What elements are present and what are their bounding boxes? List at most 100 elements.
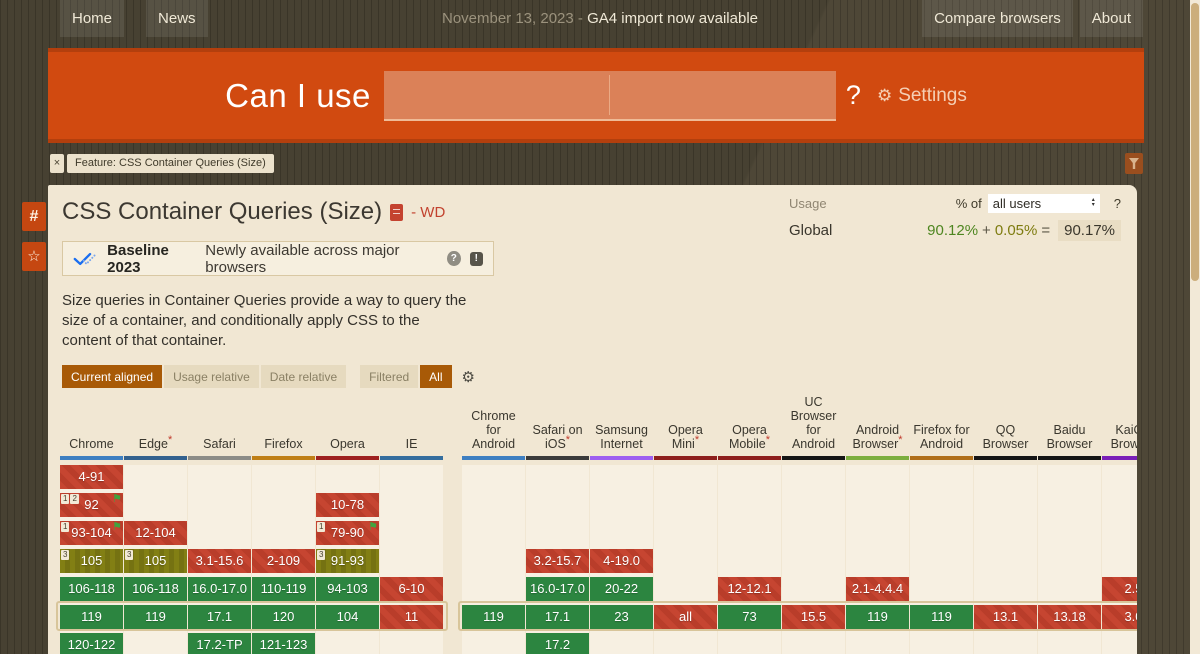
search-input-primary[interactable] xyxy=(383,70,609,119)
support-cell[interactable]: 120-122 xyxy=(60,633,123,654)
empty-cell xyxy=(718,465,781,489)
support-cell[interactable]: 121-123 xyxy=(252,633,315,654)
feature-filter-tag[interactable]: Feature: CSS Container Queries (Size) xyxy=(67,154,274,173)
support-cell[interactable]: 105 3 xyxy=(60,549,123,573)
site-logo[interactable]: Can I use xyxy=(225,76,371,114)
empty-cell xyxy=(782,549,845,573)
support-cell[interactable]: 119 xyxy=(462,605,525,629)
remove-filter-button[interactable]: × xyxy=(50,154,64,173)
support-cell[interactable]: 105 3 xyxy=(124,549,187,573)
support-cell[interactable]: 17.1 xyxy=(526,605,589,629)
empty-cell xyxy=(846,549,909,573)
support-cell[interactable]: 17.2 xyxy=(526,633,589,654)
nav-news-link[interactable]: News xyxy=(146,0,208,37)
table-settings-gear-icon[interactable]: ⚙ xyxy=(461,368,475,386)
baseline-help-icon[interactable]: ? xyxy=(447,251,461,266)
permalink-button[interactable]: # xyxy=(22,202,46,231)
browser-column-header[interactable]: Opera Mobile* xyxy=(728,423,771,451)
support-cell[interactable]: 12-104 xyxy=(124,521,187,545)
empty-cell xyxy=(462,465,525,489)
browser-column-header[interactable]: KaiOS Browser xyxy=(1110,423,1137,451)
browser-column-header[interactable]: Opera Mini* xyxy=(668,423,703,451)
nav-about-link[interactable]: About xyxy=(1079,0,1143,37)
support-cell[interactable]: 93-104 1 ⚑ xyxy=(60,521,123,545)
support-cell[interactable]: 106-118 xyxy=(60,577,123,601)
support-cell[interactable]: 119 xyxy=(846,605,909,629)
filter-toggle-button[interactable] xyxy=(1125,153,1143,174)
support-cell[interactable]: 12-12.1 xyxy=(718,577,781,601)
support-cell[interactable]: 6-10 xyxy=(380,577,443,601)
browser-column-header[interactable]: Samsung Internet xyxy=(595,423,648,451)
support-cell[interactable]: 15.5 xyxy=(782,605,845,629)
search-input-secondary[interactable] xyxy=(609,70,835,119)
empty-cell xyxy=(1038,521,1101,545)
view-usage-relative-button[interactable]: Usage relative xyxy=(164,365,259,388)
usage-equals: = xyxy=(1041,222,1051,239)
usage-help-icon[interactable]: ? xyxy=(1113,195,1121,211)
support-cell[interactable]: 110-119 xyxy=(252,577,315,601)
browser-column-header[interactable]: Edge* xyxy=(138,433,173,451)
favorite-button[interactable]: ☆ xyxy=(22,242,46,271)
settings-button[interactable]: ⚙ Settings xyxy=(877,85,967,107)
support-cell[interactable]: 11 xyxy=(380,605,443,629)
browsers-all-button[interactable]: All xyxy=(420,365,452,388)
empty-cell xyxy=(252,521,315,545)
nav-home-link[interactable]: Home xyxy=(60,0,125,37)
support-cell[interactable]: 4-19.0 xyxy=(590,549,653,573)
browsers-filtered-button[interactable]: Filtered xyxy=(360,365,419,388)
support-cell[interactable]: 4-91 xyxy=(60,465,123,489)
support-cell[interactable]: 13.1 xyxy=(974,605,1037,629)
support-cell[interactable]: 3.1-15.6 xyxy=(188,549,251,573)
browser-column: Android Browser* 2.1-4.4.4 119 xyxy=(846,400,909,654)
support-cell[interactable]: 2.5 xyxy=(1102,577,1137,601)
support-cell[interactable]: 119 xyxy=(60,605,123,629)
support-cell[interactable]: 17.2-TP xyxy=(188,633,251,654)
support-cell[interactable]: 120 xyxy=(252,605,315,629)
scrollbar-thumb[interactable] xyxy=(1191,3,1199,281)
spec-document-icon[interactable] xyxy=(390,203,404,221)
banner-link[interactable]: GA4 import now available xyxy=(587,10,758,27)
browser-column-header[interactable]: Safari xyxy=(203,437,236,451)
support-cell[interactable]: 106-118 xyxy=(124,577,187,601)
support-cell[interactable]: 91-93 3 xyxy=(316,549,379,573)
browser-column-header[interactable]: Baidu Browser xyxy=(1046,423,1093,451)
support-cell[interactable]: all xyxy=(654,605,717,629)
support-cell[interactable]: 3.2-15.7 xyxy=(526,549,589,573)
page-scrollbar[interactable] xyxy=(1190,0,1200,654)
support-cell[interactable]: 2-109 xyxy=(252,549,315,573)
support-cell[interactable]: 17.1 xyxy=(188,605,251,629)
support-cell[interactable]: 119 xyxy=(910,605,973,629)
browser-column-header[interactable]: Android Browser* xyxy=(852,423,903,451)
support-cell[interactable]: 119 xyxy=(124,605,187,629)
support-cell[interactable]: 20-22 xyxy=(590,577,653,601)
support-cell[interactable]: 16.0-17.0 xyxy=(188,577,251,601)
baseline-feedback-icon[interactable]: ! xyxy=(469,251,483,266)
browser-column-header[interactable]: Opera xyxy=(330,437,365,451)
browser-column-header[interactable]: Chrome for Android xyxy=(471,409,516,451)
support-cell[interactable]: 13.18 xyxy=(1038,605,1101,629)
support-cell[interactable]: 23 xyxy=(590,605,653,629)
browser-column-header[interactable]: QQ Browser xyxy=(982,423,1029,451)
users-select[interactable]: all users ▴ ▾ xyxy=(987,193,1100,213)
empty-cell xyxy=(252,493,315,517)
browser-column-header[interactable]: Firefox xyxy=(264,437,303,451)
support-cell[interactable]: 10-78 xyxy=(316,493,379,517)
support-cell[interactable]: 94-103 xyxy=(316,577,379,601)
support-cell[interactable]: 92 1 2 ⚑ xyxy=(60,493,123,517)
browser-column-header[interactable]: UC Browser for Android xyxy=(790,395,837,451)
view-date-relative-button[interactable]: Date relative xyxy=(260,365,347,388)
browser-column-header[interactable]: Firefox for Android xyxy=(913,423,970,451)
support-cell[interactable]: 16.0-17.0 xyxy=(526,577,589,601)
support-cell[interactable]: 73 xyxy=(718,605,781,629)
browser-column-header[interactable]: Safari on iOS* xyxy=(532,423,583,451)
browser-column-header[interactable]: IE xyxy=(405,437,418,451)
support-cell[interactable]: 3.0 xyxy=(1102,605,1137,629)
support-cell[interactable]: 104 xyxy=(316,605,379,629)
support-cell[interactable]: 79-90 1 ⚑ xyxy=(316,521,379,545)
note-badges: 3 xyxy=(125,550,134,560)
nav-compare-browsers-link[interactable]: Compare browsers xyxy=(922,0,1073,37)
spec-status[interactable]: - WD xyxy=(411,203,446,221)
browser-column-header[interactable]: Chrome xyxy=(69,437,114,451)
support-cell[interactable]: 2.1-4.4.4 xyxy=(846,577,909,601)
view-current-aligned-button[interactable]: Current aligned xyxy=(62,365,163,388)
